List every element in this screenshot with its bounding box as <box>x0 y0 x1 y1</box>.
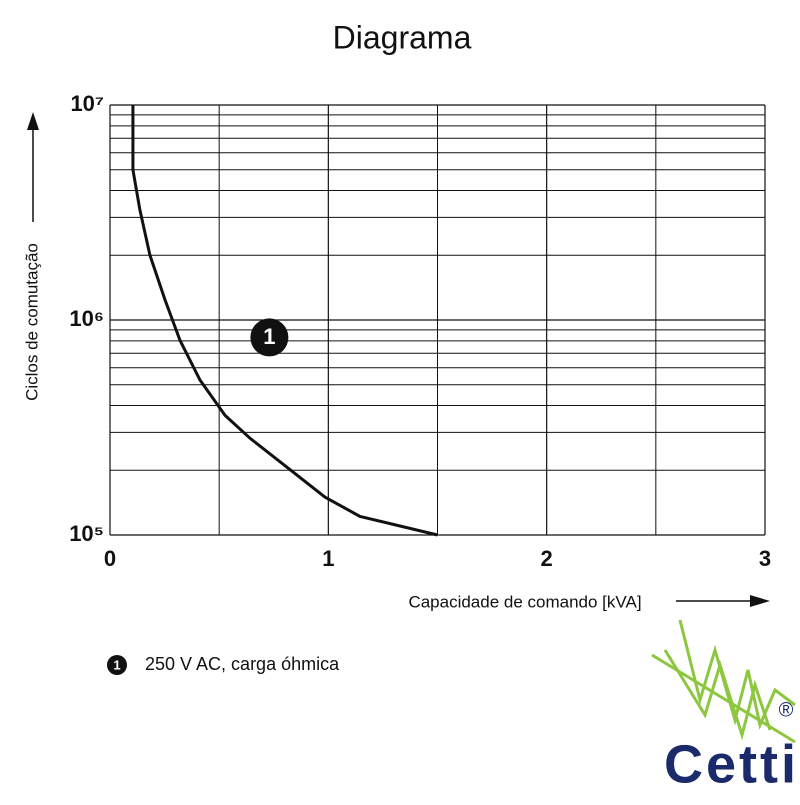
annotation-marker <box>250 318 289 357</box>
chart-title: Diagrama <box>333 19 472 55</box>
x-tick-label: 0 <box>104 546 116 571</box>
y-tick-label: 10⁵ <box>69 521 104 546</box>
y-arrow <box>27 112 39 222</box>
y-axis-label: Ciclos de comutação <box>22 243 41 401</box>
logo-mark: ® <box>779 699 794 721</box>
logo-graphic <box>651 619 796 744</box>
x-tick-label: 1 <box>322 546 334 571</box>
logo-text: Cetti <box>664 734 796 794</box>
annotation-label: 1 <box>263 324 275 349</box>
legend-label: 250 V AC, carga óhmica <box>145 654 340 674</box>
x-tick-label: 3 <box>759 546 771 571</box>
y-tick-label: 10⁶ <box>69 306 104 331</box>
line <box>131 105 438 537</box>
x-tick-label: 2 <box>541 546 553 571</box>
legend-marker-label: 1 <box>113 657 120 672</box>
y-tick-label: 10⁷ <box>70 91 104 116</box>
x-arrow <box>676 595 770 607</box>
legend-marker <box>107 655 127 675</box>
x-axis-label: Capacidade de comando [kVA] <box>408 592 641 611</box>
